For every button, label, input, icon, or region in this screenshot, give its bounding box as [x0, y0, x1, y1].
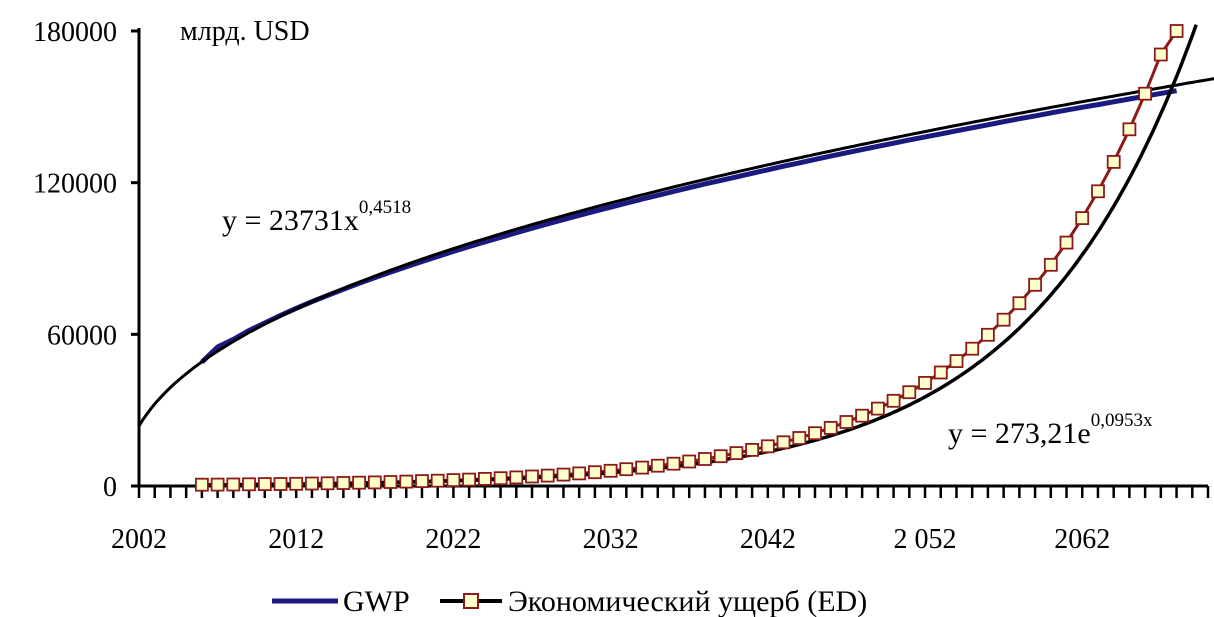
data-point-ed	[399, 474, 414, 489]
data-point-ed	[352, 475, 367, 490]
legend-item-ed: Экономический ущерб (ED)	[440, 585, 867, 617]
data-point-ed	[1122, 122, 1137, 137]
data-point-ed	[666, 456, 681, 471]
data-point-ed	[650, 458, 665, 473]
data-point-ed	[462, 472, 477, 487]
data-point-ed	[729, 446, 744, 461]
x-tick-label: 2042	[740, 524, 796, 555]
data-point-ed	[886, 393, 901, 408]
data-point-ed	[493, 471, 508, 486]
x-tick-label: 2012	[268, 524, 324, 555]
data-point-ed	[698, 452, 712, 466]
trendline-ed	[201, 24, 1198, 487]
plot-area	[137, 24, 1214, 492]
data-point-ed	[383, 475, 398, 489]
legend: GWP Экономический ущерб (ED)	[272, 585, 867, 617]
ed-equation: y = 273,21e0,0953x	[948, 410, 1153, 450]
data-point-ed	[855, 408, 869, 423]
data-point-ed	[304, 476, 319, 491]
data-point-ed	[808, 426, 822, 441]
data-point-ed	[194, 477, 209, 492]
ed-equation-base: y = 273,21e	[948, 417, 1091, 450]
data-point-ed	[477, 471, 492, 486]
data-point-ed	[902, 385, 917, 400]
unit-label: млрд. USD	[180, 16, 310, 47]
ed-equation-exponent: 0,0953x	[1091, 410, 1153, 431]
data-point-ed	[776, 435, 791, 450]
gwp-equation: y = 23731x0,4518	[222, 197, 411, 237]
gwp-equation-base: y = 23731x	[222, 204, 359, 237]
data-point-ed	[918, 375, 932, 390]
legend-label-gwp: GWP	[343, 585, 410, 617]
x-tick-label: 2032	[583, 524, 639, 555]
data-point-ed	[1091, 184, 1105, 199]
data-point-ed	[1012, 296, 1027, 311]
data-point-ed	[871, 401, 885, 416]
data-point-ed	[823, 420, 838, 435]
x-axis: 2002 2012 2022 2032 2042 2 052 2062	[111, 484, 1210, 555]
data-point-ed	[603, 463, 618, 478]
data-point-ed	[1075, 211, 1090, 226]
x-ticks: 2002 2012 2022 2032 2042 2 052 2062	[111, 486, 1210, 555]
y-tick-label: 60000	[47, 320, 117, 351]
data-point-ed	[760, 439, 775, 454]
data-point-ed	[540, 468, 555, 483]
data-point-ed	[619, 462, 634, 477]
y-tick-label: 0	[103, 472, 117, 503]
data-point-ed	[1138, 86, 1152, 101]
data-point-ed	[1153, 47, 1168, 62]
legend-label-ed: Экономический ущерб (ED)	[508, 585, 867, 617]
data-point-ed	[415, 474, 429, 489]
trendline-gwp	[137, 77, 1214, 427]
data-point-ed	[242, 477, 256, 492]
y-ticks: 0 60000 120000 180000	[33, 17, 139, 503]
data-point-ed	[965, 341, 980, 356]
data-point-ed	[509, 470, 524, 485]
data-point-ed	[682, 454, 697, 469]
data-point-ed	[320, 476, 335, 491]
data-point-ed	[996, 312, 1011, 327]
data-point-ed	[273, 477, 288, 491]
data-point-ed	[949, 354, 964, 369]
data-point-ed	[792, 431, 807, 445]
data-point-ed	[556, 467, 571, 482]
data-point-ed	[210, 477, 225, 492]
data-point-ed	[981, 327, 995, 342]
data-point-ed	[745, 442, 759, 457]
data-point-ed	[289, 476, 304, 491]
data-point-ed	[635, 460, 649, 475]
data-point-ed	[713, 449, 728, 464]
data-point-ed	[226, 477, 241, 492]
y-tick-label: 180000	[33, 17, 117, 48]
data-point-ed	[1059, 235, 1074, 250]
data-point-ed	[1043, 257, 1058, 272]
y-axis: 0 60000 120000 180000	[33, 17, 141, 503]
data-point-ed	[1106, 154, 1121, 169]
data-point-ed	[257, 477, 272, 492]
x-tick-label: 2 052	[894, 524, 957, 555]
gwp-equation-exponent: 0,4518	[359, 197, 411, 218]
data-point-ed	[525, 469, 539, 484]
data-point-ed	[1169, 24, 1184, 38]
data-point-ed	[933, 365, 948, 380]
y-tick-label: 120000	[33, 169, 117, 200]
data-point-ed	[430, 473, 445, 488]
data-point-ed	[572, 466, 587, 481]
x-tick-label: 2002	[111, 524, 167, 555]
data-point-ed	[336, 476, 351, 490]
x-tick-label: 2022	[425, 524, 481, 555]
data-point-ed	[367, 475, 382, 490]
data-point-ed	[446, 473, 461, 488]
x-tick-label: 2062	[1054, 524, 1110, 555]
legend-swatch-ed-marker	[463, 593, 479, 609]
data-point-ed	[839, 415, 854, 429]
data-point-ed	[1028, 277, 1042, 292]
data-point-ed	[588, 465, 602, 480]
legend-item-gwp: GWP	[272, 585, 410, 617]
